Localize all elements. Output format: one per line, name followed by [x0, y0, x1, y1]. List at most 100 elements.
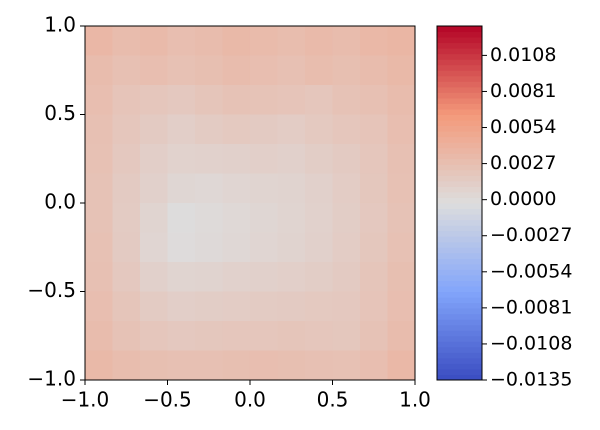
colorbar-segment: [437, 263, 482, 270]
heatmap-cell: [84, 291, 113, 322]
colorbar-segment: [437, 274, 482, 281]
colorbar-segment: [437, 280, 482, 287]
heatmap-cell: [387, 55, 416, 86]
colorbar-segment: [437, 26, 482, 33]
heatmap-cell: [387, 350, 416, 381]
heatmap-cell: [249, 85, 278, 116]
heatmap-cell: [140, 144, 169, 174]
heatmap-cell: [360, 173, 388, 204]
colorbar-segment: [437, 214, 482, 221]
colorbar-tick-label: 0.0054: [490, 116, 556, 138]
colorbar-segment: [437, 114, 482, 121]
heatmap-cell: [305, 114, 334, 145]
colorbar-segment: [437, 125, 482, 132]
heatmap-cell: [387, 232, 416, 263]
heatmap-cell: [167, 350, 196, 381]
heatmap-cell: [222, 202, 251, 233]
heatmap-cell: [195, 173, 223, 204]
colorbar-segment: [437, 81, 482, 88]
colorbar-segment: [437, 92, 482, 99]
heatmap-cell: [360, 262, 388, 293]
heatmap-cell: [305, 321, 334, 351]
colorbar-segment: [437, 236, 482, 243]
heatmap-cell: [195, 350, 223, 381]
colorbar-segment: [437, 297, 482, 304]
heatmap-cell: [112, 173, 141, 204]
colorbar-segment: [437, 164, 482, 171]
colorbar-tick-label: −0.0108: [490, 332, 572, 354]
heatmap-cell: [332, 321, 361, 351]
colorbar-segment: [437, 175, 482, 182]
colorbar-tick-label: −0.0054: [490, 260, 572, 282]
heatmap-cell: [167, 144, 196, 174]
heatmap-cell: [222, 321, 251, 351]
heatmap-cell: [112, 55, 141, 86]
heatmap-cell: [305, 291, 334, 322]
colorbar-segment: [437, 131, 482, 138]
colorbar-segment: [437, 313, 482, 320]
colorbar-tick-label: 0.0108: [490, 44, 556, 66]
heatmap-cell: [249, 262, 278, 293]
heatmap-cell: [305, 202, 334, 233]
heatmap-cell: [84, 321, 113, 351]
colorbar-segment: [437, 97, 482, 104]
colorbar-segment: [437, 42, 482, 49]
heatmap-cell: [195, 55, 223, 86]
heatmap-cell: [167, 291, 196, 322]
heatmap-cell: [84, 85, 113, 116]
heatmap-cell: [112, 321, 141, 351]
heatmap-cell: [332, 55, 361, 86]
heatmap-cell: [305, 144, 334, 174]
colorbar-segment: [437, 37, 482, 44]
heatmap-cell: [84, 350, 113, 381]
heatmap-cell: [249, 321, 278, 351]
colorbar-segment: [437, 158, 482, 165]
heatmap-cell: [84, 262, 113, 293]
heatmap-cell: [84, 25, 113, 56]
heatmap-cell: [195, 232, 223, 263]
colorbar-segment: [437, 120, 482, 127]
colorbar-segment: [437, 70, 482, 77]
heatmap-cell: [360, 232, 388, 263]
heatmap-cell: [112, 85, 141, 116]
heatmap-cell: [112, 114, 141, 145]
heatmap-cell: [277, 114, 306, 145]
colorbar-segment: [437, 247, 482, 254]
colorbar-tick-label: −0.0135: [490, 369, 572, 391]
heatmap-cell: [360, 55, 388, 86]
heatmap-cell: [167, 202, 196, 233]
colorbar-segment: [437, 64, 482, 71]
colorbar-segment: [437, 324, 482, 331]
colorbar-segment: [437, 335, 482, 342]
colorbar-segment: [437, 103, 482, 110]
heatmap-cell: [140, 291, 169, 322]
colorbar-segment: [437, 363, 482, 370]
heatmap-cell: [140, 202, 169, 233]
colorbar-segment: [437, 147, 482, 154]
colorbar-segment: [437, 374, 482, 381]
heatmap-cell: [167, 173, 196, 204]
heatmap-cell: [140, 232, 169, 263]
x-tick-label: 0.0: [234, 388, 266, 412]
heatmap-cell: [249, 350, 278, 381]
y-tick-label: −1.0: [27, 367, 76, 391]
heatmap-cell: [360, 202, 388, 233]
heatmap-cell: [222, 291, 251, 322]
colorbar-segment: [437, 357, 482, 364]
heatmap-cell: [112, 25, 141, 56]
colorbar-segment: [437, 208, 482, 215]
heatmap-cell: [84, 173, 113, 204]
colorbar-segment: [437, 219, 482, 226]
heatmap-cell: [277, 55, 306, 86]
colorbar-segment: [437, 285, 482, 292]
colorbar-segment: [437, 252, 482, 259]
heatmap-cell: [332, 202, 361, 233]
heatmap-cell: [249, 114, 278, 145]
heatmap-cell: [387, 25, 416, 56]
heatmap-cell: [167, 232, 196, 263]
colorbar-segment: [437, 153, 482, 160]
heatmap-cell: [360, 321, 388, 351]
heatmap-cell: [222, 114, 251, 145]
heatmap-cell: [140, 25, 169, 56]
